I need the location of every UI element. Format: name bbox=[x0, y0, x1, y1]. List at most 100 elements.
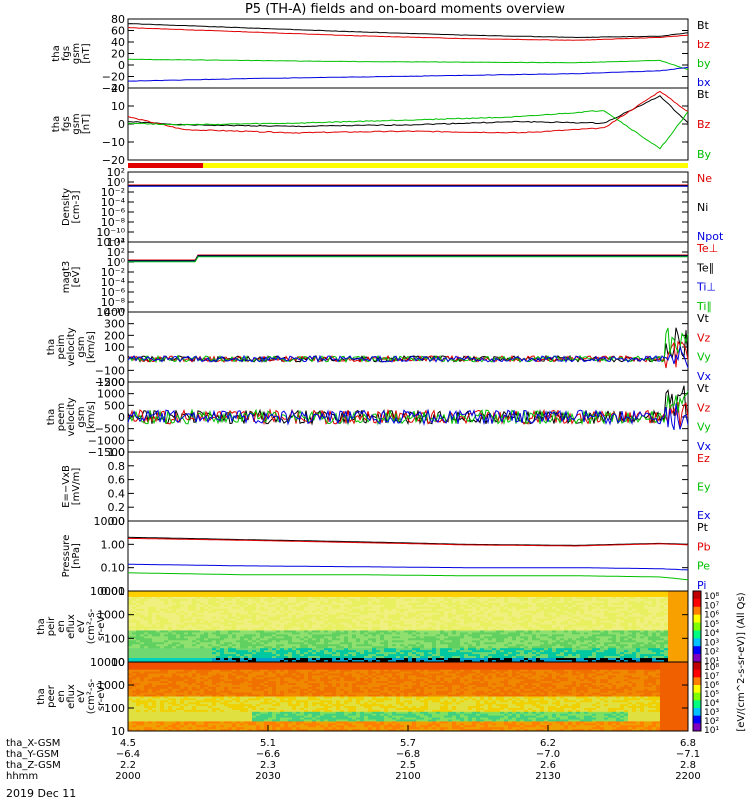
spectrogram-cell bbox=[340, 638, 345, 641]
spectrogram-cell bbox=[512, 606, 517, 610]
spectrogram-cell bbox=[532, 634, 537, 637]
spectrogram-cell bbox=[164, 608, 169, 612]
spectrogram-cell bbox=[388, 618, 393, 622]
spectrogram-cell bbox=[648, 598, 653, 602]
spectrogram-cell bbox=[424, 616, 429, 620]
y-axis-label: tha fgs gsm [nT] bbox=[51, 43, 92, 64]
spectrogram-cell bbox=[168, 656, 173, 659]
spectrogram-cell bbox=[316, 654, 321, 657]
spectrogram-cell bbox=[528, 642, 533, 645]
spectrogram-cell bbox=[456, 650, 461, 653]
spectrogram-cell bbox=[504, 591, 509, 594]
spectrogram-cell bbox=[372, 620, 377, 624]
spectrogram-cell bbox=[264, 634, 269, 637]
spectrogram-cell bbox=[528, 654, 533, 657]
spectrogram-cell bbox=[376, 594, 381, 598]
spectrogram-cell bbox=[240, 610, 245, 614]
spectrogram-cell bbox=[156, 602, 161, 606]
spectrogram-cell bbox=[324, 624, 329, 627]
spectrogram-cell bbox=[396, 632, 401, 635]
spectrogram-cell bbox=[636, 624, 641, 627]
spectrogram-cell bbox=[364, 650, 369, 653]
spectrogram-cell bbox=[220, 612, 225, 616]
spectrogram-cell bbox=[308, 608, 313, 612]
spectrogram-cell bbox=[228, 614, 233, 618]
spectrogram-cell bbox=[272, 600, 277, 604]
spectrogram-cell bbox=[628, 592, 633, 596]
spectrogram-cell bbox=[284, 606, 289, 610]
spectrogram-cell bbox=[284, 638, 289, 641]
spectrogram-cell bbox=[612, 656, 617, 659]
spectrogram-cell bbox=[352, 634, 357, 637]
spectrogram-cell bbox=[600, 630, 605, 633]
spectrogram-cell bbox=[264, 606, 269, 610]
spectrogram-cell bbox=[576, 618, 581, 622]
spectrogram-cell bbox=[616, 592, 621, 596]
spectrogram-cell bbox=[576, 610, 581, 614]
spectrogram-cell bbox=[616, 640, 621, 643]
spectrogram-cell bbox=[476, 616, 481, 620]
spectrogram-cell bbox=[444, 642, 449, 645]
spectrogram-cell bbox=[428, 592, 433, 596]
spectrogram-cell bbox=[612, 628, 617, 631]
spectrogram-cell bbox=[136, 591, 141, 594]
spectrogram-cell bbox=[596, 642, 601, 645]
spectrogram-cell bbox=[328, 626, 333, 629]
spectrogram-cell bbox=[364, 591, 369, 594]
spectrogram-cell bbox=[188, 602, 193, 606]
spectrogram-cell bbox=[208, 622, 213, 626]
spectrogram-cell bbox=[260, 592, 265, 596]
spectrogram-cell bbox=[616, 652, 621, 655]
spectrogram-cell bbox=[256, 650, 261, 653]
spectrogram-cell bbox=[512, 598, 517, 602]
spectrogram-cell bbox=[260, 644, 265, 647]
spectrogram-cell bbox=[208, 602, 213, 606]
spectrogram-cell bbox=[564, 610, 569, 614]
spectrogram-cell bbox=[272, 640, 277, 643]
spectrogram-cell bbox=[240, 594, 245, 598]
spectrogram-cell bbox=[504, 594, 509, 598]
spectrogram-cell bbox=[344, 634, 349, 637]
spectrogram-cell bbox=[152, 596, 157, 600]
spectrogram-cell bbox=[544, 616, 549, 620]
spectrogram-cell bbox=[548, 602, 553, 606]
spectrogram-cell bbox=[200, 632, 205, 635]
spectrogram-cell bbox=[348, 656, 353, 659]
spectrogram-cell bbox=[472, 596, 477, 600]
spectrogram-cell bbox=[484, 592, 489, 596]
spectrogram-cell bbox=[616, 634, 621, 637]
spectrogram-cell bbox=[596, 622, 601, 626]
spectrogram-cell bbox=[372, 632, 377, 635]
spectrogram-cell bbox=[556, 620, 561, 624]
spectrogram-cell bbox=[576, 591, 581, 594]
spectrogram-cell bbox=[208, 616, 213, 620]
spectrogram-cell bbox=[228, 626, 233, 629]
spectrogram-cell bbox=[352, 648, 357, 651]
spectrogram-cell bbox=[564, 614, 569, 618]
spectrogram-cell bbox=[184, 591, 189, 594]
spectrogram-cell bbox=[408, 616, 413, 620]
spectrogram-cell bbox=[404, 626, 409, 629]
spectrogram-cell bbox=[368, 606, 373, 610]
spectrogram-cell bbox=[564, 616, 569, 620]
spectrogram-cell bbox=[312, 654, 317, 657]
spectrogram-cell bbox=[416, 606, 421, 610]
spectrogram-cell bbox=[300, 638, 305, 641]
spectrogram-cell bbox=[364, 640, 369, 643]
spectrogram-cell bbox=[584, 596, 589, 600]
spectrogram-cell bbox=[364, 626, 369, 629]
spectrogram-cell bbox=[528, 616, 533, 620]
spectrogram-cell bbox=[168, 594, 173, 598]
spectrogram-cell bbox=[636, 622, 641, 626]
spectrogram-cell bbox=[428, 638, 433, 641]
spectrogram-cell bbox=[284, 592, 289, 596]
spectrogram-cell bbox=[456, 604, 461, 608]
spectrogram-cell bbox=[452, 598, 457, 602]
spectrogram-cell bbox=[472, 612, 477, 616]
spectrogram-cell bbox=[432, 620, 437, 624]
spectrogram-cell bbox=[516, 646, 521, 649]
spectrogram-cell bbox=[256, 596, 261, 600]
spectrogram-cell bbox=[456, 614, 461, 618]
y-axis-label: E=−VxB [mV/m] bbox=[61, 465, 82, 508]
spectrogram-cell bbox=[604, 660, 609, 663]
